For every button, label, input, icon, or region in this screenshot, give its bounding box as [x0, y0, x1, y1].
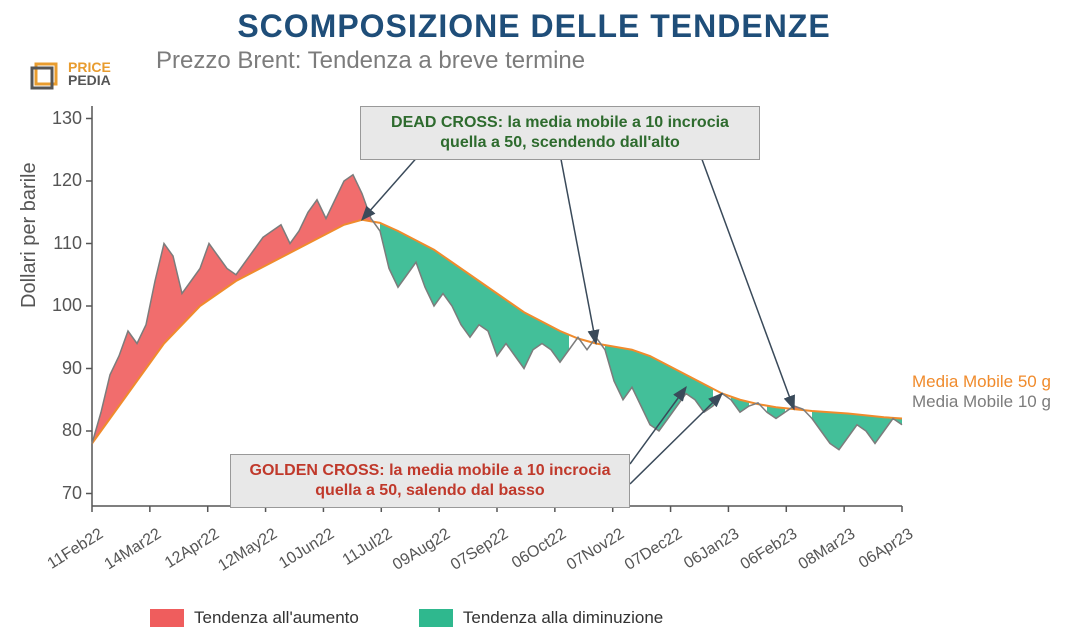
- logo-line2: PEDIA: [68, 74, 111, 87]
- subtitle: Prezzo Brent: Tendenza a breve termine: [156, 47, 1068, 75]
- y-tick-label: 120: [46, 170, 82, 191]
- y-tick-label: 70: [46, 483, 82, 504]
- y-axis-label: Dollari per barile: [18, 162, 41, 308]
- golden-cross-annotation: GOLDEN CROSS: la media mobile a 10 incro…: [230, 454, 630, 508]
- legend: Tendenza all'aumento Tendenza alla dimin…: [150, 608, 663, 628]
- logo-text: PRICE PEDIA: [68, 61, 111, 88]
- legend-item-increase: Tendenza all'aumento: [150, 608, 359, 628]
- legend-label-increase: Tendenza all'aumento: [194, 608, 359, 628]
- y-tick-label: 130: [46, 108, 82, 129]
- legend-swatch-increase: [150, 609, 184, 627]
- ma10-series-label: Media Mobile 10 g: [912, 392, 1051, 412]
- y-tick-label: 80: [46, 420, 82, 441]
- main-title: SCOMPOSIZIONE DELLE TENDENZE: [0, 8, 1068, 45]
- y-tick-label: 100: [46, 295, 82, 316]
- logo: PRICE PEDIA: [30, 58, 111, 90]
- logo-icon: [30, 58, 62, 90]
- y-tick-label: 90: [46, 358, 82, 379]
- y-tick-label: 110: [46, 233, 82, 254]
- legend-swatch-decrease: [419, 609, 453, 627]
- dead-cross-annotation: DEAD CROSS: la media mobile a 10 incroci…: [360, 106, 760, 160]
- ma50-series-label: Media Mobile 50 g: [912, 372, 1051, 392]
- legend-item-decrease: Tendenza alla diminuzione: [419, 608, 663, 628]
- legend-label-decrease: Tendenza alla diminuzione: [463, 608, 663, 628]
